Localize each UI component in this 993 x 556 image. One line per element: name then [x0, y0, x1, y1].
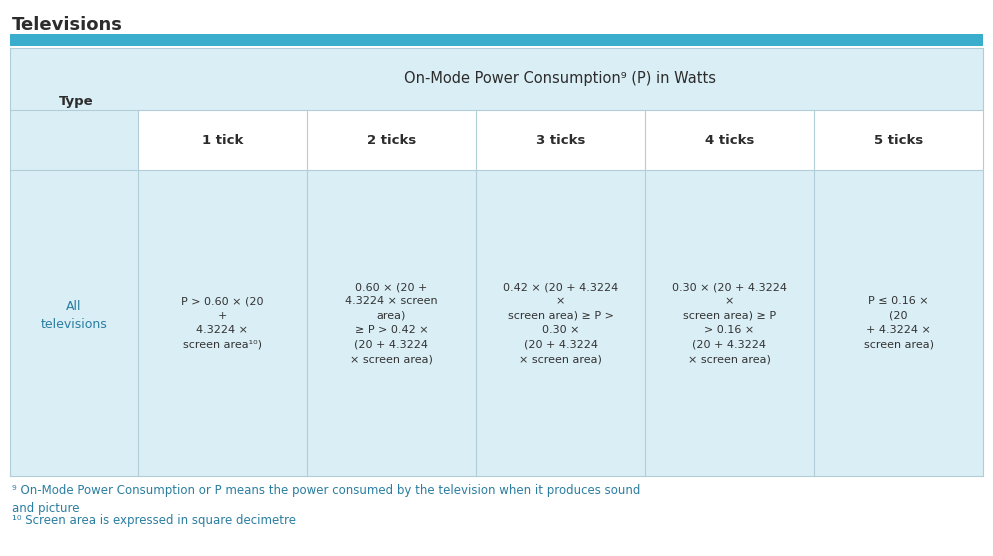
Text: Televisions: Televisions — [12, 16, 123, 34]
Text: ¹⁰ Screen area is expressed in square decimetre: ¹⁰ Screen area is expressed in square de… — [12, 514, 296, 527]
Bar — [10, 110, 138, 170]
Bar — [138, 110, 983, 170]
Text: 5 ticks: 5 ticks — [874, 133, 923, 146]
Text: On-Mode Power Consumption⁹ (P) in Watts: On-Mode Power Consumption⁹ (P) in Watts — [404, 72, 717, 87]
Text: P ≤ 0.16 ×
(20
+ 4.3224 ×
screen area): P ≤ 0.16 × (20 + 4.3224 × screen area) — [864, 296, 933, 350]
Text: Type: Type — [59, 95, 93, 107]
Text: 0.60 × (20 +
4.3224 × screen
area)
≥ P > 0.42 ×
(20 + 4.3224
× screen area): 0.60 × (20 + 4.3224 × screen area) ≥ P >… — [346, 282, 438, 364]
Text: ⁹ On-Mode Power Consumption or P means the power consumed by the television when: ⁹ On-Mode Power Consumption or P means t… — [12, 484, 640, 515]
Text: 4 ticks: 4 ticks — [705, 133, 755, 146]
Text: 1 tick: 1 tick — [202, 133, 243, 146]
Text: 3 ticks: 3 ticks — [536, 133, 585, 146]
Bar — [10, 34, 983, 46]
Text: 0.30 × (20 + 4.3224
×
screen area) ≥ P
> 0.16 ×
(20 + 4.3224
× screen area): 0.30 × (20 + 4.3224 × screen area) ≥ P >… — [672, 282, 787, 364]
Text: 0.42 × (20 + 4.3224
×
screen area) ≥ P >
0.30 ×
(20 + 4.3224
× screen area): 0.42 × (20 + 4.3224 × screen area) ≥ P >… — [502, 282, 618, 364]
Bar — [10, 170, 983, 476]
Text: 2 ticks: 2 ticks — [366, 133, 416, 146]
Text: P > 0.60 × (20
+
4.3224 ×
screen area¹⁰): P > 0.60 × (20 + 4.3224 × screen area¹⁰) — [182, 296, 264, 350]
Text: All
televisions: All televisions — [41, 300, 107, 330]
Bar — [10, 48, 983, 110]
